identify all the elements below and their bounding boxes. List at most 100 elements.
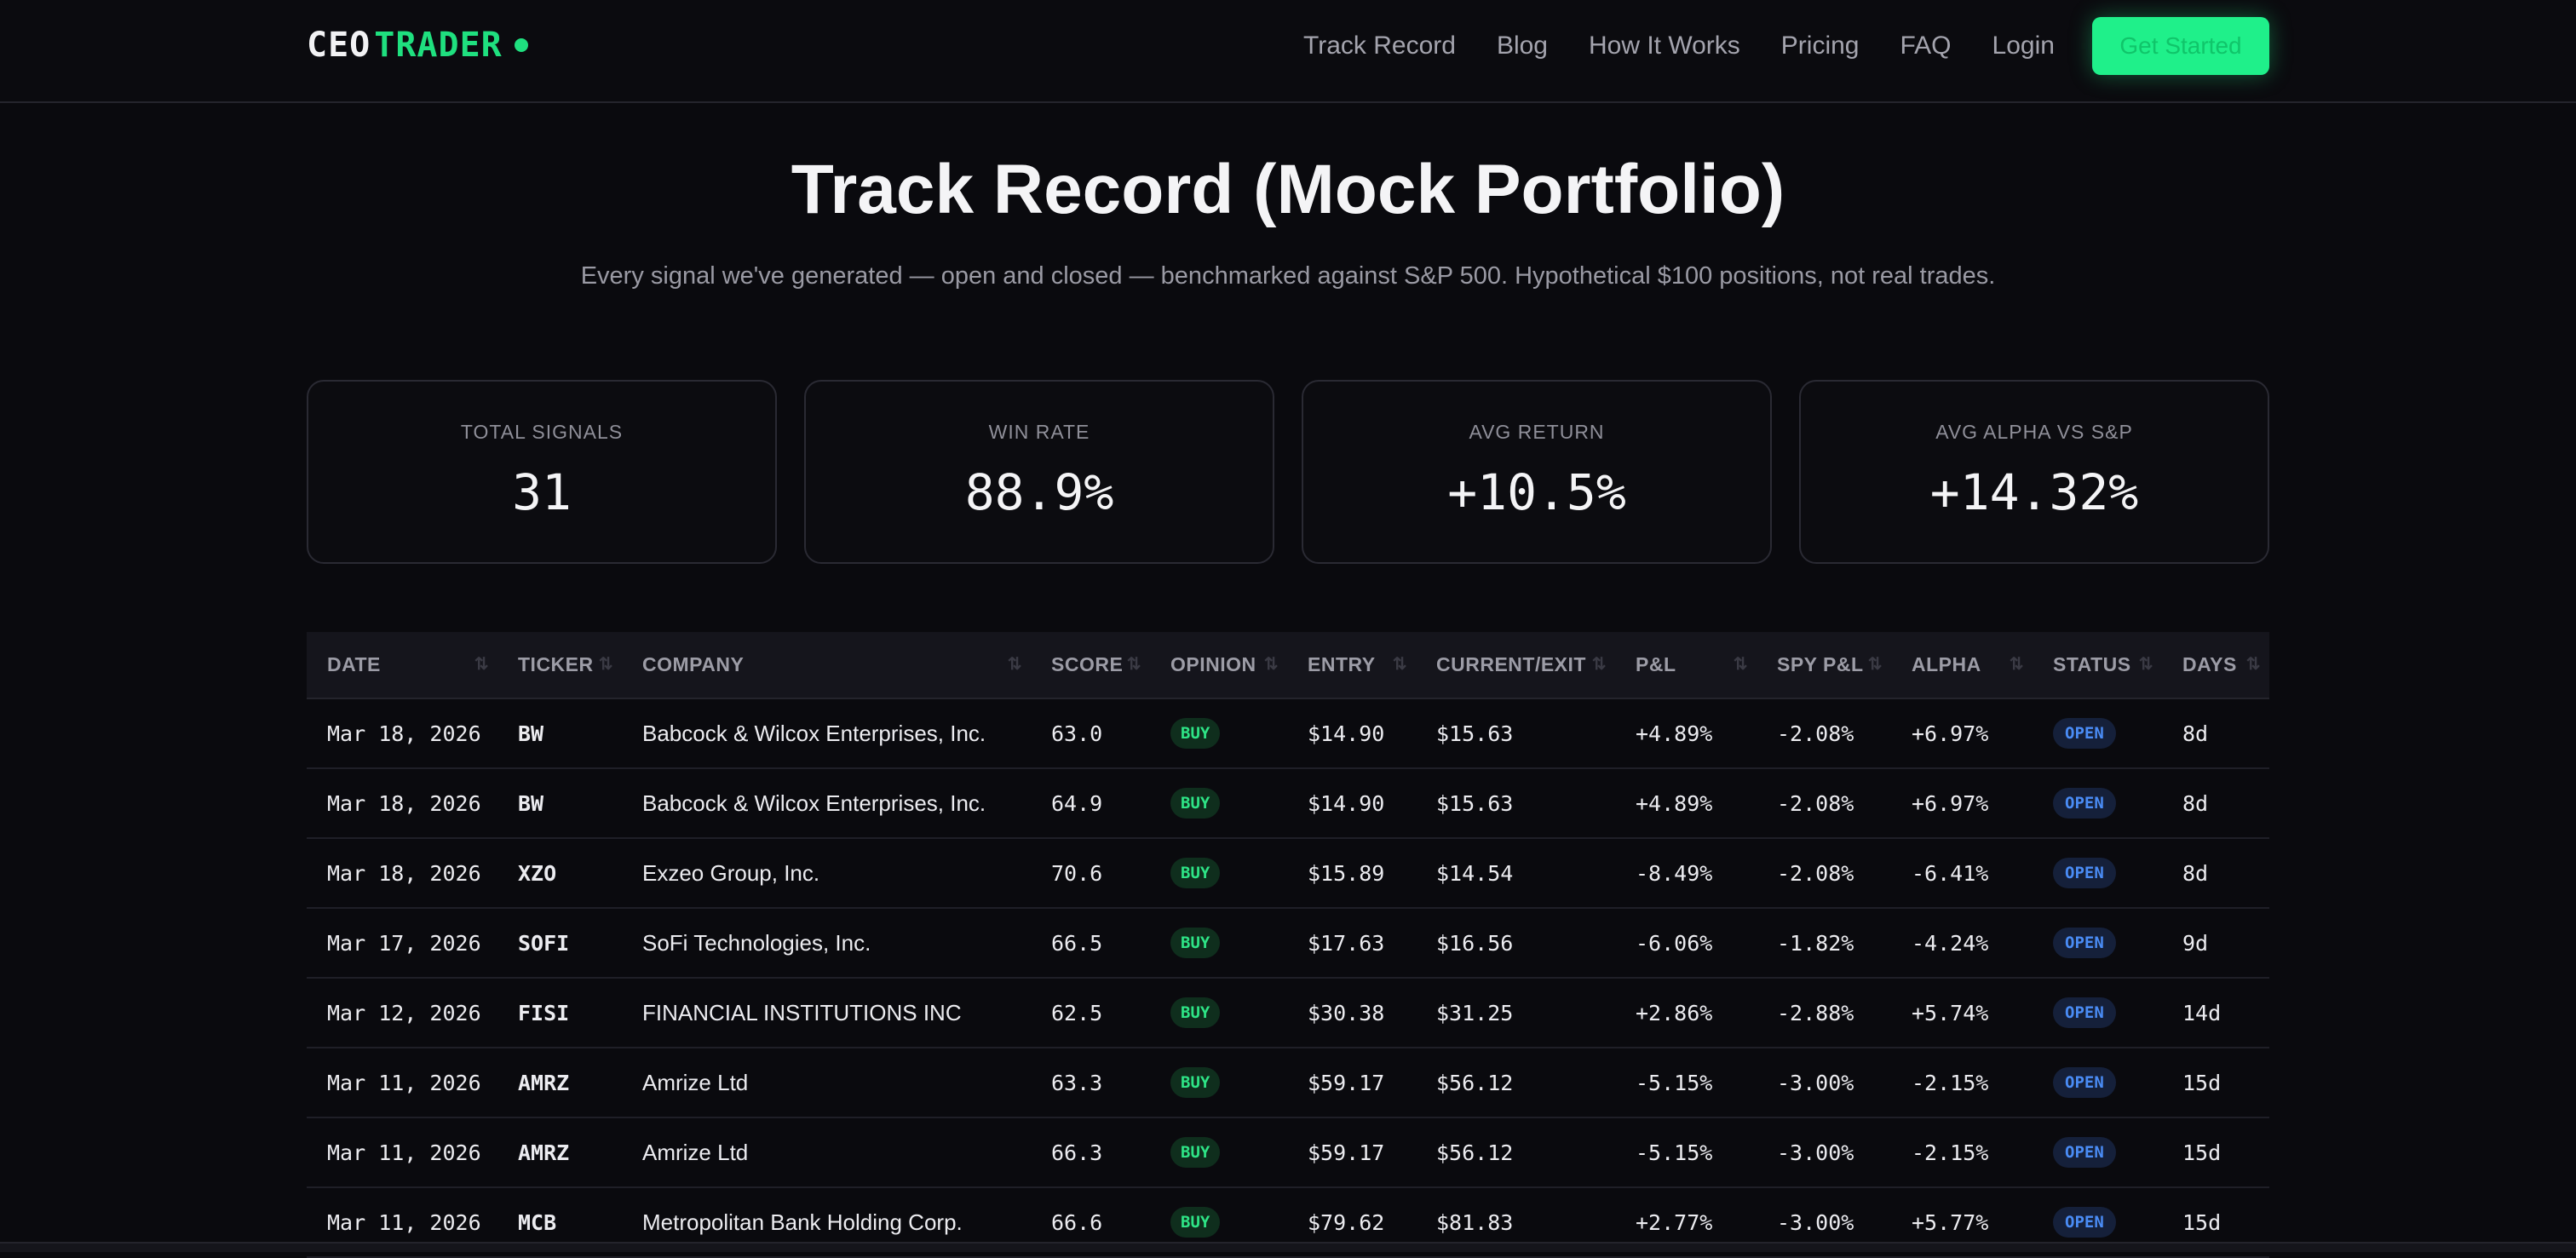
cell-current-exit: $14.54 [1436,860,1514,886]
status-badge: OPEN [2053,718,2116,749]
cell-alpha: +5.77% [1912,1209,1989,1235]
stat-value: 88.9% [964,463,1114,521]
get-started-button[interactable]: Get Started [2092,17,2269,75]
table-row[interactable]: Mar 11, 2026 AMRZ Amrize Ltd 63.3 BUY $5… [307,1048,2269,1117]
stat-card-win-rate: WIN RATE 88.9% [804,380,1274,564]
signals-table: DATE ⇅ TICKER ⇅ COMPANY ⇅ SCORE ⇅ OPINION ⇅ E… [307,632,2269,1258]
cell-days: 15d [2182,1070,2222,1095]
cell-date: Mar 18, 2026 [327,721,481,746]
header-label: TICKER [518,653,594,675]
header-label: STATUS [2053,653,2131,675]
logo-trader-text: TRADER [374,26,503,65]
cell-days: 15d [2182,1140,2222,1165]
cell-score: 70.6 [1051,860,1103,886]
column-header-opinion[interactable]: OPINION ⇅ [1150,632,1287,699]
header-label: DATE [327,653,381,675]
cell-entry: $17.63 [1308,930,1385,956]
cell-company: Exzeo Group, Inc. [642,859,820,886]
header-label: SPY P&L [1777,653,1864,675]
column-header-date[interactable]: DATE ⇅ [307,632,497,699]
cell-opinion: BUY [1150,838,1287,908]
sort-icon: ⇅ [2245,655,2261,674]
cell-alpha: +6.97% [1912,721,1989,746]
cell-opinion: BUY [1150,1187,1287,1257]
cell-alpha: -4.24% [1912,930,1989,956]
cell-opinion: BUY [1150,908,1287,978]
column-header-alpha[interactable]: ALPHA ⇅ [1891,632,2033,699]
table-row[interactable]: Mar 18, 2026 BW Babcock & Wilcox Enterpr… [307,698,2269,768]
stat-label: TOTAL SIGNALS [460,421,624,443]
table-row[interactable]: Mar 18, 2026 BW Babcock & Wilcox Enterpr… [307,768,2269,838]
column-header-status[interactable]: STATUS ⇅ [2033,632,2162,699]
status-badge: OPEN [2053,1207,2116,1238]
header-label: OPINION [1170,653,1256,675]
nav-link-blog[interactable]: Blog [1496,32,1548,60]
cell-company: Babcock & Wilcox Enterprises, Inc. [642,790,986,816]
cell-entry: $59.17 [1308,1140,1385,1165]
table-row[interactable]: Mar 11, 2026 AMRZ Amrize Ltd 66.3 BUY $5… [307,1117,2269,1187]
cell-alpha: +6.97% [1912,790,1989,816]
cell-company: SoFi Technologies, Inc. [642,929,871,956]
table-header-row: DATE ⇅ TICKER ⇅ COMPANY ⇅ SCORE ⇅ OPINION ⇅ E… [307,632,2269,699]
logo[interactable]: CEO TRADER [307,24,528,66]
table-row[interactable]: Mar 12, 2026 FISI FINANCIAL INSTITUTIONS… [307,978,2269,1048]
cell-pnl: -5.15% [1636,1140,1713,1165]
cell-spy-pnl: -2.08% [1777,721,1854,746]
column-header-entry[interactable]: ENTRY ⇅ [1287,632,1416,699]
column-header-days[interactable]: DAYS ⇅ [2162,632,2269,699]
bottom-divider [0,1242,2576,1252]
cell-ticker: BW [518,790,544,816]
cell-date: Mar 12, 2026 [327,1000,481,1025]
stat-card-total-signals: TOTAL SIGNALS 31 [307,380,777,564]
cell-date: Mar 18, 2026 [327,860,481,886]
table-row[interactable]: Mar 11, 2026 MCB Metropolitan Bank Holdi… [307,1187,2269,1257]
cell-alpha: -2.15% [1912,1070,1989,1095]
cell-spy-pnl: -2.08% [1777,790,1854,816]
buy-badge: BUY [1170,718,1221,749]
cell-company: Amrize Ltd [642,1139,749,1165]
cell-spy-pnl: -1.82% [1777,930,1854,956]
sort-icon: ⇅ [2138,655,2153,674]
cell-entry: $15.89 [1308,860,1385,886]
cell-alpha: +5.74% [1912,1000,1989,1025]
header-label: SCORE [1051,653,1124,675]
cell-entry: $30.38 [1308,1000,1385,1025]
cell-days: 8d [2182,860,2209,886]
sort-icon: ⇅ [1733,655,1748,674]
status-badge: OPEN [2053,928,2116,958]
stats-row: TOTAL SIGNALS 31 WIN RATE 88.9% AVG RETU… [307,380,2269,564]
column-header-pnl[interactable]: P&L ⇅ [1615,632,1757,699]
logo-ceo-text: CEO [307,26,371,65]
cell-spy-pnl: -3.00% [1777,1140,1854,1165]
header-label: P&L [1636,653,1676,675]
cell-current-exit: $16.56 [1436,930,1514,956]
sort-icon: ⇅ [1392,655,1407,674]
cell-pnl: +4.89% [1636,790,1713,816]
cell-spy-pnl: -3.00% [1777,1070,1854,1095]
column-header-score[interactable]: SCORE ⇅ [1031,632,1150,699]
cell-spy-pnl: -2.88% [1777,1000,1854,1025]
cell-status: OPEN [2033,908,2162,978]
table-row[interactable]: Mar 18, 2026 XZO Exzeo Group, Inc. 70.6 … [307,838,2269,908]
status-badge: OPEN [2053,997,2116,1028]
stat-card-avg-alpha: AVG ALPHA VS S&P +14.32% [1799,380,2269,564]
cell-current-exit: $31.25 [1436,1000,1514,1025]
column-header-current-exit[interactable]: CURRENT/EXIT ⇅ [1416,632,1615,699]
cell-opinion: BUY [1150,1048,1287,1117]
sort-icon: ⇅ [1867,655,1883,674]
cell-alpha: -6.41% [1912,860,1989,886]
table-row[interactable]: Mar 17, 2026 SOFI SoFi Technologies, Inc… [307,908,2269,978]
cell-current-exit: $15.63 [1436,790,1514,816]
nav-link-pricing[interactable]: Pricing [1780,32,1860,60]
column-header-company[interactable]: COMPANY ⇅ [622,632,1031,699]
cell-ticker: AMRZ [518,1070,570,1095]
column-header-spy-pnl[interactable]: SPY P&L ⇅ [1757,632,1891,699]
column-header-ticker[interactable]: TICKER ⇅ [497,632,622,699]
nav-link-faq[interactable]: FAQ [1900,32,1952,60]
nav-link-how-it-works[interactable]: How It Works [1588,32,1740,60]
cell-current-exit: $56.12 [1436,1140,1514,1165]
page-subtitle: Every signal we've generated — open and … [580,262,1996,290]
nav-link-login[interactable]: Login [1992,32,2055,60]
stat-value: +10.5% [1447,463,1626,521]
nav-link-track-record[interactable]: Track Record [1303,32,1456,60]
